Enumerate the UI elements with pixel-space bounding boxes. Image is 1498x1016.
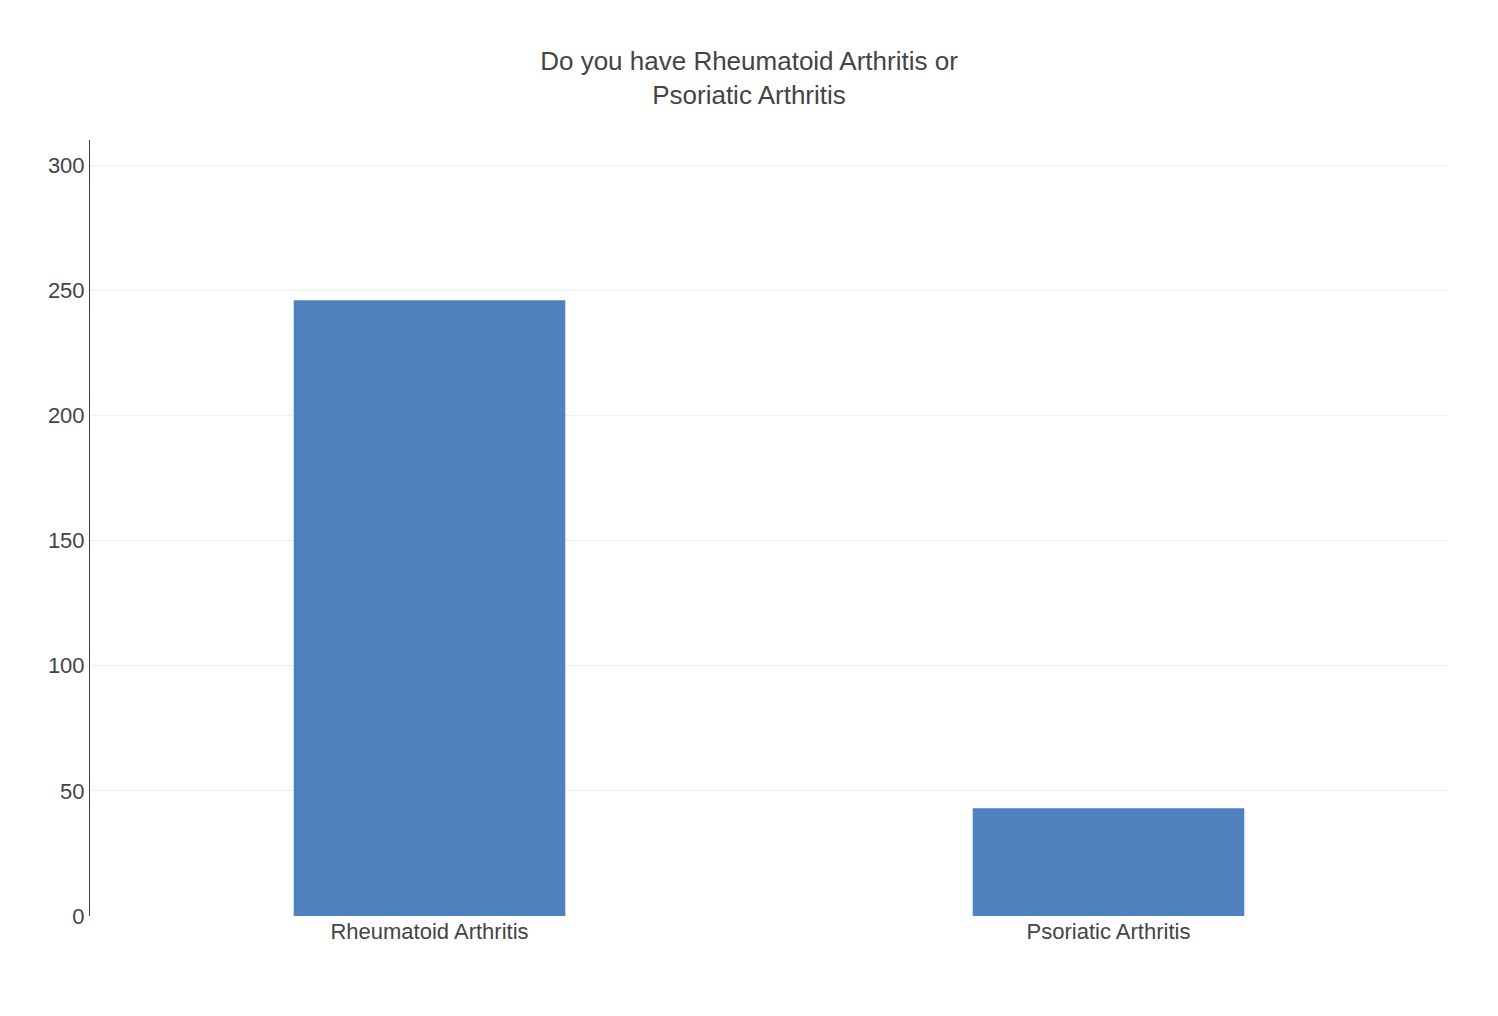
svg-text:50: 50: [60, 779, 84, 804]
svg-text:250: 250: [48, 278, 85, 303]
svg-text:200: 200: [48, 403, 85, 428]
svg-text:300: 300: [48, 153, 85, 178]
svg-text:0: 0: [72, 904, 84, 929]
svg-text:100: 100: [48, 653, 85, 678]
svg-text:Psoriatic Arthritis: Psoriatic Arthritis: [1027, 919, 1191, 944]
svg-text:Do you have Rheumatoid Arthrit: Do you have Rheumatoid Arthritis orPsori…: [540, 46, 958, 110]
svg-text:Rheumatoid Arthritis: Rheumatoid Arthritis: [330, 919, 528, 944]
svg-text:150: 150: [48, 528, 85, 553]
